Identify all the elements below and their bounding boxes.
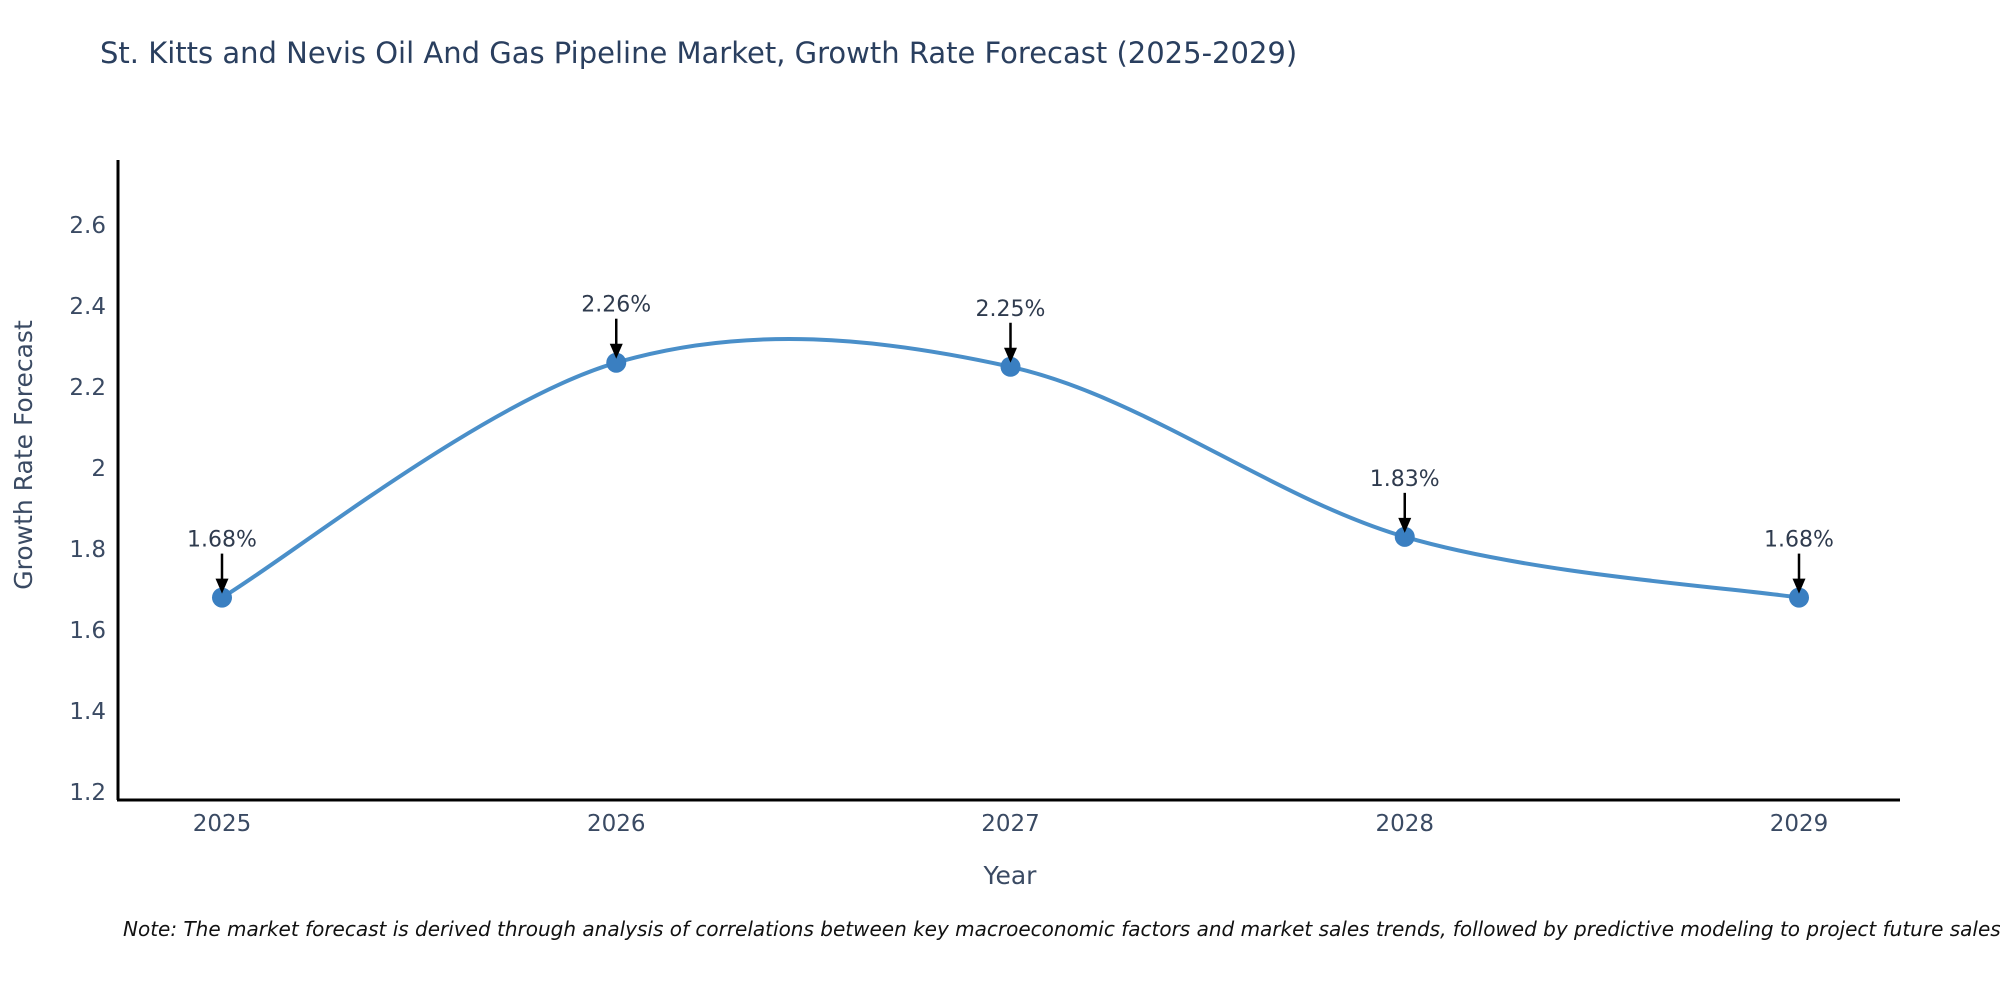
- point-annotation: 1.68%: [187, 528, 257, 553]
- y-axis-title: Growth Rate Forecast: [9, 320, 38, 590]
- data-point-marker: [606, 352, 627, 373]
- x-tick-label: 2026: [587, 811, 646, 837]
- data-point-marker: [1394, 526, 1415, 547]
- data-point-marker: [212, 587, 232, 608]
- data-point-marker: [1789, 587, 1809, 608]
- forecast-spline-line: [220, 337, 1801, 600]
- chart-title: St. Kitts and Nevis Oil And Gas Pipeline…: [100, 36, 1298, 70]
- y-tick-label: 2: [91, 456, 106, 482]
- annotation-arrowhead-icon: [1004, 347, 1017, 363]
- y-tick-label: 1.2: [69, 780, 106, 806]
- footnote: Note: The market forecast is derived thr…: [123, 917, 2000, 941]
- x-axis-title: Year: [983, 861, 1038, 890]
- y-tick-label: 2.2: [69, 375, 106, 401]
- annotation-arrowhead-icon: [1398, 517, 1412, 533]
- annotation-arrowhead-icon: [609, 343, 623, 359]
- y-tick-label: 1.6: [69, 618, 106, 644]
- x-tick-label: 2025: [193, 811, 252, 837]
- point-annotation: 1.83%: [1370, 467, 1440, 492]
- point-annotation: 2.26%: [581, 293, 651, 318]
- point-annotation: 2.25%: [976, 297, 1046, 322]
- y-tick-label: 1.4: [69, 699, 106, 725]
- y-tick-label: 1.8: [69, 537, 106, 563]
- x-tick-label: 2027: [981, 811, 1040, 837]
- annotation-arrowhead-icon: [1792, 578, 1806, 594]
- y-tick-label: 2.4: [69, 294, 106, 320]
- data-point-marker: [1000, 356, 1021, 377]
- y-tick-label: 2.6: [69, 213, 106, 239]
- point-annotation: 1.68%: [1764, 528, 1834, 553]
- x-tick-label: 2029: [1770, 811, 1829, 837]
- annotation-arrowhead-icon: [215, 578, 229, 594]
- x-tick-label: 2028: [1375, 811, 1434, 837]
